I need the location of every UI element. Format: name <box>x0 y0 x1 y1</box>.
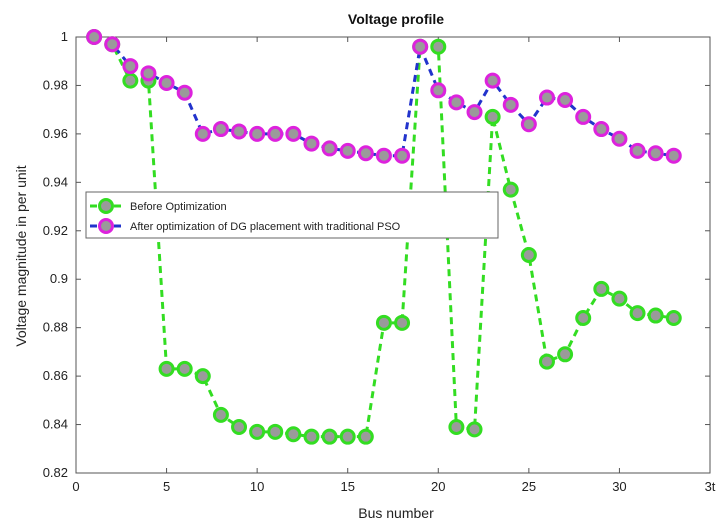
y-tick-label: 0.88 <box>43 320 68 335</box>
data-point-before <box>394 314 411 331</box>
y-tick-label: 0.92 <box>43 223 68 238</box>
data-point-after <box>466 104 483 121</box>
data-point-after <box>176 84 193 101</box>
legend-label-before: Before Optimization <box>130 201 227 213</box>
data-point-after <box>321 140 338 157</box>
data-point-after <box>303 135 320 152</box>
y-tick-label: 0.82 <box>43 465 68 480</box>
data-point-before <box>176 360 193 377</box>
data-point-after <box>375 147 392 164</box>
x-tick-label: 3t <box>705 479 716 494</box>
data-point-after <box>158 75 175 92</box>
x-tick-label: 5 <box>163 479 170 494</box>
data-point-before <box>466 421 483 438</box>
data-point-after <box>629 142 646 159</box>
data-point-after <box>484 72 501 89</box>
y-tick-label: 0.98 <box>43 77 68 92</box>
y-tick-label: 0.96 <box>43 126 68 141</box>
x-tick-label: 10 <box>250 479 264 494</box>
data-point-before <box>267 423 284 440</box>
data-point-after <box>249 125 266 142</box>
data-point-before <box>430 38 447 55</box>
data-point-after <box>122 58 139 75</box>
data-point-after <box>412 38 429 55</box>
data-point-after <box>339 142 356 159</box>
y-axis-label: Voltage magnitude in per unit <box>13 165 29 346</box>
series-markers <box>86 29 682 445</box>
data-point-before <box>575 309 592 326</box>
legend-box <box>85 191 499 239</box>
data-point-before <box>357 428 374 445</box>
x-tick-label: 30 <box>612 479 626 494</box>
data-point-after <box>394 147 411 164</box>
data-point-after <box>212 121 229 138</box>
data-point-before <box>484 108 501 125</box>
data-point-before <box>303 428 320 445</box>
data-point-before <box>557 346 574 363</box>
data-point-after <box>285 125 302 142</box>
data-point-before <box>502 181 519 198</box>
data-point-after <box>86 29 103 45</box>
legend-marker-before <box>98 198 114 214</box>
y-tick-label: 1 <box>61 29 68 44</box>
data-point-before <box>321 428 338 445</box>
legend-label-after: After optimization of DG placement with … <box>130 221 401 233</box>
data-point-before <box>158 360 175 377</box>
data-point-before <box>339 428 356 445</box>
data-point-after <box>104 36 121 53</box>
x-tick-label: 25 <box>522 479 536 494</box>
y-tick-label: 0.84 <box>43 417 68 432</box>
legend: Before Optimization After optimization o… <box>85 191 499 239</box>
axis-ticks: 0 5 10 15 20 25 30 3t 0.82 0.84 0.86 0.88 0.9 0.92 0.9… <box>43 29 716 494</box>
data-point-after <box>194 125 211 142</box>
data-point-before <box>285 426 302 443</box>
data-point-before <box>520 247 537 263</box>
data-point-after <box>430 82 447 99</box>
data-point-after <box>575 108 592 125</box>
data-point-after <box>502 96 519 113</box>
data-point-before <box>231 418 248 435</box>
data-point-before <box>122 72 139 89</box>
data-point-after <box>448 94 465 111</box>
x-tick-label: 15 <box>340 479 354 494</box>
legend-marker-after <box>98 218 114 234</box>
data-point-before <box>448 418 465 435</box>
chart-title: Voltage profile <box>348 11 444 27</box>
data-point-before <box>665 309 682 326</box>
data-point-after <box>593 121 610 138</box>
data-point-after <box>231 123 248 140</box>
plot-area <box>75 36 711 474</box>
data-point-before <box>194 368 211 385</box>
data-point-before <box>375 314 392 331</box>
data-point-before <box>538 353 555 370</box>
data-point-before <box>647 307 664 324</box>
data-point-after <box>357 145 374 162</box>
y-tick-label: 0.9 <box>50 271 68 286</box>
data-point-after <box>647 145 664 162</box>
x-tick-label: 0 <box>72 479 79 494</box>
data-point-before <box>611 290 628 307</box>
data-point-before <box>249 423 266 440</box>
x-axis-label: Bus number <box>358 505 434 521</box>
data-point-after <box>267 125 284 142</box>
y-tick-label: 0.94 <box>43 174 68 189</box>
y-tick-label: 0.86 <box>43 368 68 383</box>
data-point-after <box>538 89 555 106</box>
x-tick-label: 20 <box>431 479 445 494</box>
data-point-after <box>665 147 682 164</box>
data-point-after <box>140 65 157 82</box>
data-point-before <box>629 305 646 322</box>
data-point-after <box>557 91 574 108</box>
data-point-after <box>520 116 537 133</box>
data-point-before <box>212 406 229 423</box>
data-point-after <box>611 130 628 147</box>
data-point-before <box>593 280 610 297</box>
